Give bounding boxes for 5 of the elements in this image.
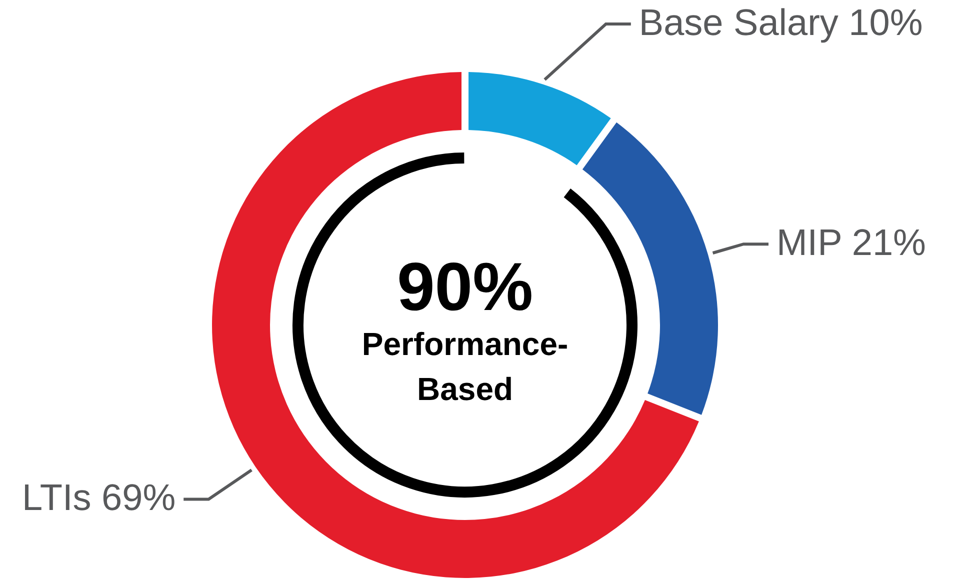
slice-label: LTIs 69%: [22, 477, 176, 518]
slice-label: Base Salary 10%: [638, 2, 923, 43]
text: Performance-Based: [362, 326, 568, 407]
slice-label: MIP 21%: [776, 222, 926, 264]
text: 90%: [396, 249, 534, 325]
